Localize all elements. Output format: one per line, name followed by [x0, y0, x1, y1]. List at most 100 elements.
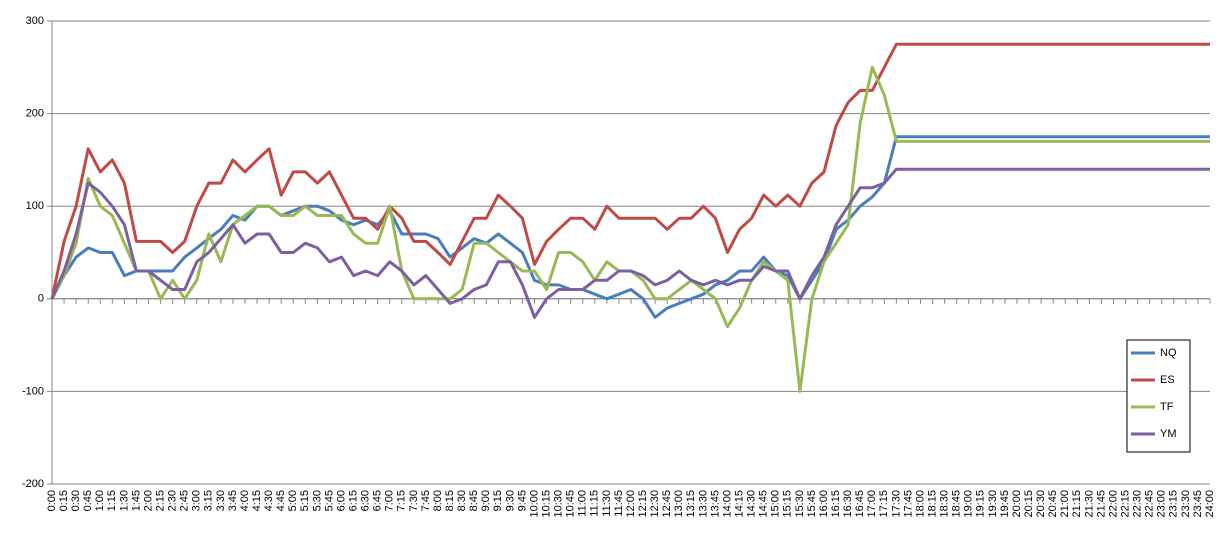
y-tick-label: 200	[26, 108, 44, 120]
x-tick-label: 18:30	[939, 490, 951, 518]
x-tick-label: 7:00	[384, 490, 396, 511]
y-tick-label: 300	[26, 15, 44, 27]
series-line	[50, 167, 1210, 319]
x-tick-label: 19:15	[975, 490, 987, 518]
x-tick-label: 16:30	[842, 490, 854, 518]
x-tick-label: 14:15	[733, 490, 745, 518]
series-line	[50, 135, 1210, 319]
x-tick-label: 0:30	[70, 490, 82, 511]
x-tick-label: 1:15	[106, 490, 118, 511]
x-tick-label: 21:15	[1071, 490, 1083, 518]
x-tick-label: 0:45	[82, 490, 94, 511]
plot-area	[52, 21, 1210, 484]
x-tick-label: 6:15	[347, 490, 359, 511]
x-tick-label: 23:15	[1168, 490, 1180, 518]
x-tick-label: 10:15	[540, 490, 552, 518]
x-tick-label: 6:45	[372, 490, 384, 511]
x-tick-label: 0:00	[46, 490, 58, 511]
x-tick-label: 11:00	[577, 490, 589, 517]
x-tick-label: 4:45	[275, 490, 287, 511]
x-tick-label: 9:00	[480, 490, 492, 511]
x-tick-label: 11:30	[601, 490, 613, 517]
x-tick-label: 19:30	[987, 490, 999, 518]
x-tick-label: 15:30	[794, 490, 806, 518]
x-tick-label: 8:00	[432, 490, 444, 511]
x-tick-label: 7:15	[396, 490, 408, 511]
x-tick-label: 4:30	[263, 490, 275, 511]
x-tick-label: 18:00	[914, 490, 926, 518]
x-tick-label: 15:15	[782, 490, 794, 518]
x-tick-label: 12:45	[661, 490, 673, 518]
legend-label: TF	[1160, 401, 1174, 413]
x-tick-label: 14:00	[721, 490, 733, 518]
x-tick-label: 5:15	[299, 490, 311, 511]
x-tick-label: 2:45	[179, 490, 191, 511]
x-tick-label: 2:15	[154, 490, 166, 511]
x-tick-label: 22:15	[1119, 490, 1131, 518]
x-tick-label: 5:30	[311, 490, 323, 511]
x-tick-label: 8:15	[444, 490, 456, 511]
legend-label: ES	[1160, 374, 1175, 386]
x-tick-label: 9:15	[492, 490, 504, 511]
x-tick-label: 19:45	[999, 490, 1011, 518]
x-tick-label: 5:00	[287, 490, 299, 511]
x-tick-label: 0:15	[58, 490, 70, 511]
x-tick-label: 23:30	[1180, 490, 1192, 518]
x-tick-label: 1:45	[130, 490, 142, 511]
x-tick-label: 16:00	[818, 490, 830, 518]
x-tick-label: 9:45	[516, 490, 528, 511]
legend-label: YM	[1160, 428, 1177, 440]
x-tick-label: 17:45	[902, 490, 914, 518]
x-tick-label: 10:30	[553, 490, 565, 518]
x-tick-label: 12:30	[649, 490, 661, 518]
x-tick-label: 23:45	[1192, 490, 1204, 518]
x-tick-label: 3:15	[203, 490, 215, 511]
x-tick-label: 7:45	[420, 490, 432, 511]
x-tick-label: 24:00	[1204, 490, 1216, 518]
legend-label: NQ	[1160, 347, 1177, 359]
x-tick-label: 18:45	[951, 490, 963, 518]
x-tick-label: 21:45	[1095, 490, 1107, 518]
x-tick-label: 14:30	[746, 490, 758, 518]
x-tick-label: 7:30	[408, 490, 420, 511]
x-tick-label: 12:00	[625, 490, 637, 518]
x-tick-label: 16:45	[854, 490, 866, 518]
x-tick-label: 8:45	[468, 490, 480, 511]
x-tick-label: 5:45	[323, 490, 335, 511]
x-tick-label: 13:15	[685, 490, 697, 518]
y-tick-label: 100	[26, 200, 44, 212]
x-tick-label: 15:45	[806, 490, 818, 518]
x-tick-label: 14:45	[758, 490, 770, 518]
y-tick-label: 0	[38, 293, 44, 305]
x-tick-label: 4:15	[251, 490, 263, 511]
x-tick-label: 17:15	[878, 490, 890, 518]
x-tick-label: 13:45	[709, 490, 721, 518]
x-tick-label: 22:45	[1144, 490, 1156, 518]
x-tick-label: 3:45	[227, 490, 239, 511]
x-tick-label: 22:00	[1107, 490, 1119, 518]
x-tick-label: 22:30	[1132, 490, 1144, 518]
x-tick-label: 2:00	[142, 490, 154, 511]
x-tick-label: 6:00	[335, 490, 347, 511]
x-tick-label: 8:30	[456, 490, 468, 511]
x-tick-label: 20:00	[1011, 490, 1023, 518]
x-tick-label: 23:00	[1156, 490, 1168, 518]
x-tick-label: 1:00	[94, 490, 106, 511]
y-tick-label: -100	[22, 385, 44, 397]
x-tick-label: 2:30	[167, 490, 179, 511]
x-tick-label: 12:15	[637, 490, 649, 518]
x-tick-label: 10:45	[565, 490, 577, 518]
x-tick-label: 18:15	[926, 490, 938, 518]
y-tick-label: -200	[22, 478, 44, 490]
x-tick-label: 9:30	[504, 490, 516, 511]
x-tick-label: 13:30	[697, 490, 709, 518]
x-tick-label: 6:30	[360, 490, 372, 511]
x-tick-label: 1:30	[118, 490, 130, 511]
x-tick-label: 10:00	[528, 490, 540, 518]
x-tick-label: 21:30	[1083, 490, 1095, 518]
x-tick-label: 19:00	[963, 490, 975, 518]
x-tick-label: 20:30	[1035, 490, 1047, 518]
x-tick-label: 17:00	[866, 490, 878, 518]
